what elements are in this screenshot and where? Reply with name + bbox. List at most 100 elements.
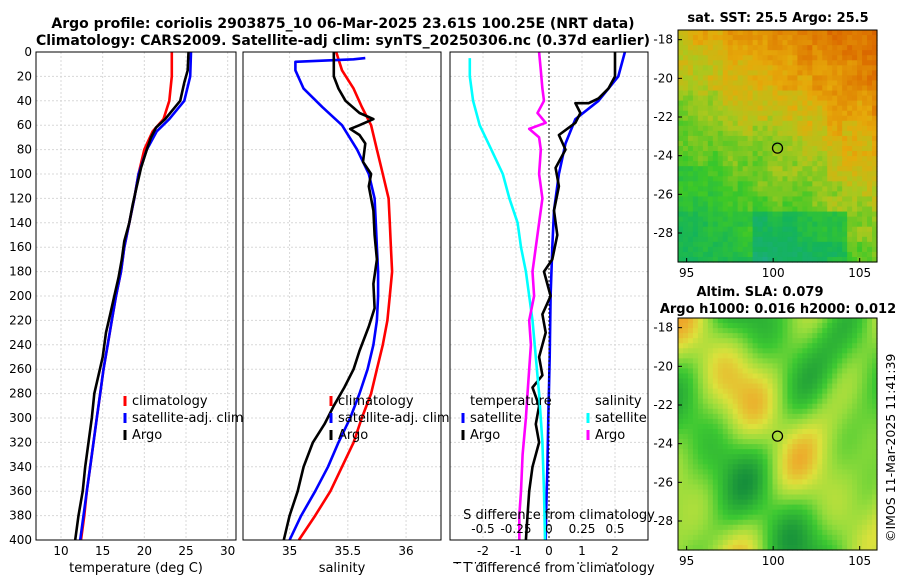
- heatmap-cell: [707, 231, 714, 238]
- heatmap-cell: [772, 100, 779, 107]
- heatmap-cell: [777, 231, 784, 238]
- heatmap-cell: [797, 251, 803, 258]
- heatmap-cell: [737, 524, 744, 531]
- heatmap-cell: [697, 236, 704, 243]
- heatmap-cell: [787, 358, 794, 364]
- heatmap-cell: [697, 40, 704, 46]
- heatmap-cell: [872, 166, 878, 172]
- heatmap-cell: [842, 226, 848, 233]
- heatmap-cell: [792, 95, 798, 102]
- heatmap-cell: [807, 251, 813, 258]
- heatmap-cell: [812, 423, 818, 430]
- heatmap-cell: [782, 156, 789, 162]
- heatmap-cell: [732, 439, 739, 445]
- heatmap-cell: [872, 454, 878, 460]
- heatmap-cell: [867, 383, 873, 390]
- heatmap-cell: [702, 534, 709, 541]
- heatmap-cell: [842, 489, 848, 496]
- heatmap-cell: [762, 474, 769, 480]
- heatmap-cell: [702, 338, 709, 344]
- heatmap-cell: [687, 65, 694, 71]
- heatmap-cell: [678, 504, 684, 511]
- heatmap-cell: [687, 236, 694, 243]
- heatmap-cell: [792, 120, 798, 127]
- heatmap-cell: [867, 201, 873, 208]
- heatmap-cell: [807, 186, 813, 192]
- heatmap-cell: [807, 353, 813, 359]
- heatmap-cell: [802, 519, 808, 526]
- heatmap-cell: [822, 524, 828, 531]
- heatmap-cell: [692, 90, 699, 97]
- heatmap-cell: [817, 35, 823, 41]
- heatmap-cell: [752, 171, 759, 177]
- heatmap-cell: [782, 413, 789, 420]
- heatmap-cell: [682, 125, 689, 132]
- axes-frame: [35, 51, 237, 541]
- heatmap-cell: [862, 318, 868, 324]
- heatmap-cell: [777, 251, 784, 258]
- heatmap-cell: [702, 544, 709, 551]
- heatmap-cell: [857, 343, 863, 349]
- heatmap-cell: [847, 40, 853, 46]
- heatmap-cell: [682, 186, 689, 192]
- heatmap-cell: [707, 151, 714, 157]
- heatmap-cell: [678, 120, 684, 127]
- heatmap-cell: [772, 363, 779, 370]
- heatmap-cell: [812, 509, 818, 516]
- heatmap-cell: [792, 256, 798, 263]
- heatmap-cell: [852, 489, 858, 496]
- heatmap-cell: [807, 328, 813, 334]
- heatmap-cell: [707, 45, 714, 51]
- heatmap-cell: [812, 236, 818, 243]
- heatmap-cell: [687, 398, 694, 405]
- heatmap-cell: [722, 80, 729, 87]
- heatmap-cell: [827, 100, 833, 107]
- heatmap-cell: [837, 378, 843, 385]
- heatmap-cell: [797, 226, 803, 233]
- heatmap-cell: [847, 484, 853, 491]
- heatmap-cell: [812, 211, 818, 218]
- heatmap-cell: [712, 221, 719, 228]
- heatmap-cell: [747, 434, 754, 440]
- heatmap-cell: [852, 130, 858, 137]
- heatmap-cell: [767, 504, 774, 511]
- heatmap-cell: [767, 120, 774, 127]
- heatmap-cell: [772, 166, 779, 172]
- heatmap-cell: [812, 65, 818, 71]
- heatmap-cell: [872, 135, 878, 142]
- heatmap-cell: [747, 256, 754, 263]
- heatmap-cell: [862, 494, 868, 501]
- heatmap-cell: [682, 251, 689, 258]
- heatmap-cell: [752, 50, 759, 56]
- heatmap-cell: [747, 60, 754, 66]
- heatmap-cell: [747, 403, 754, 410]
- heatmap-cell: [802, 216, 808, 223]
- heatmap-cell: [678, 534, 684, 541]
- heatmap-cell: [802, 241, 808, 248]
- heatmap-cell: [792, 484, 798, 491]
- heatmap-cell: [807, 464, 813, 470]
- heatmap-cell: [707, 156, 714, 162]
- heatmap-cell: [697, 333, 704, 339]
- heatmap-cell: [842, 161, 848, 167]
- heatmap-cell: [817, 519, 823, 526]
- heatmap-cell: [752, 418, 759, 425]
- heatmap-cell: [807, 373, 813, 380]
- heatmap-cell: [862, 323, 868, 329]
- heatmap-cell: [782, 55, 789, 61]
- heatmap-cell: [767, 418, 774, 425]
- heatmap-cell: [837, 75, 843, 82]
- heatmap-cell: [797, 333, 803, 339]
- heatmap-cell: [847, 50, 853, 56]
- heatmap-cell: [732, 110, 739, 117]
- heatmap-cell: [702, 211, 709, 218]
- heatmap-cell: [777, 161, 784, 167]
- heatmap-cell: [827, 358, 833, 364]
- heatmap-cell: [702, 499, 709, 506]
- heatmap-cell: [697, 408, 704, 415]
- heatmap-cell: [762, 231, 769, 238]
- heatmap-cell: [827, 206, 833, 213]
- heatmap-cell: [797, 514, 803, 521]
- heatmap-cell: [847, 363, 853, 370]
- heatmap-cell: [787, 494, 794, 501]
